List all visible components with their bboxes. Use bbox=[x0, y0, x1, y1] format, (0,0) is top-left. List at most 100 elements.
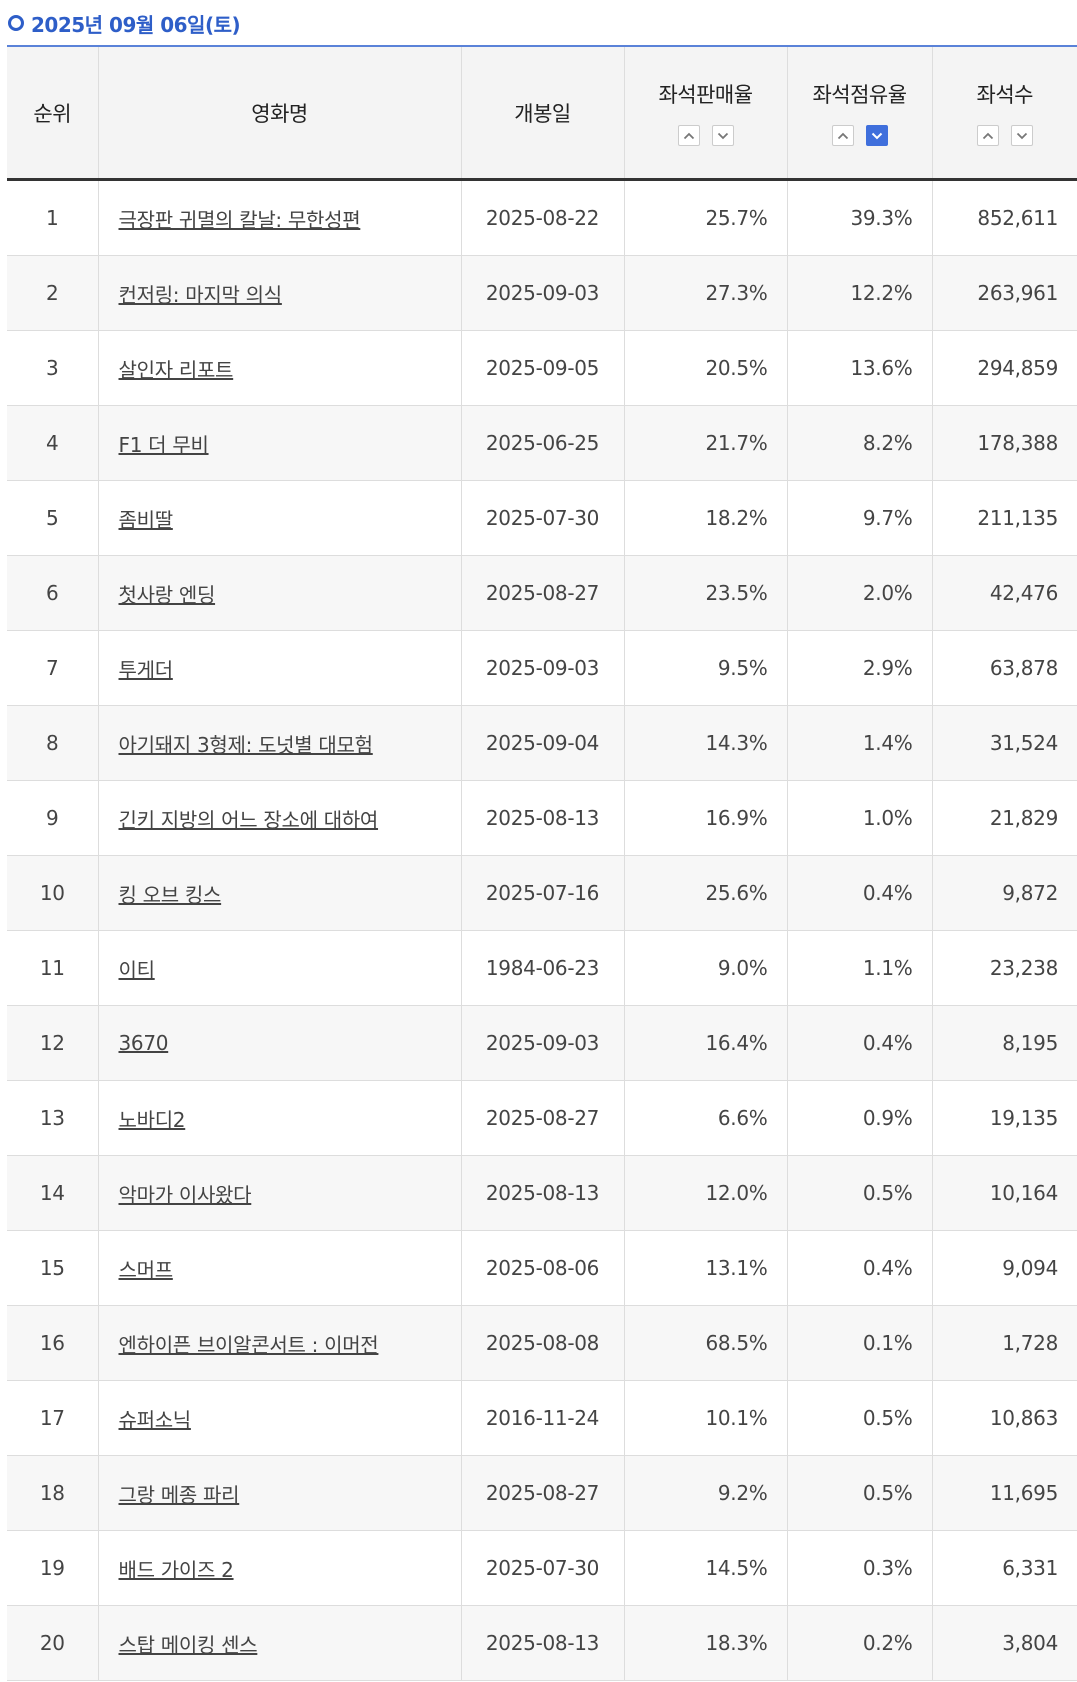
title-cell: 배드 가이즈 2 bbox=[98, 1530, 462, 1606]
movie-title-link[interactable]: 그랑 메종 파리 bbox=[118, 1482, 240, 1507]
sort-asc-button[interactable] bbox=[677, 125, 700, 146]
rank-cell: 17 bbox=[7, 1380, 99, 1456]
movie-title-link[interactable]: 첫사랑 엔딩 bbox=[118, 582, 216, 607]
rank-cell: 15 bbox=[7, 1230, 99, 1306]
rank-cell: 11 bbox=[7, 930, 99, 1006]
sales-rate-cell: 25.6% bbox=[624, 855, 788, 931]
seats-cell: 42,476 bbox=[932, 555, 1077, 631]
release-date-cell: 2025-08-22 bbox=[461, 179, 625, 256]
share-rate-cell: 13.6% bbox=[787, 330, 933, 406]
share-rate-cell: 0.5% bbox=[787, 1380, 933, 1456]
movie-title-link[interactable]: F1 더 무비 bbox=[118, 432, 209, 457]
share-rate-cell: 9.7% bbox=[787, 480, 933, 556]
seats-cell: 8,195 bbox=[932, 1005, 1077, 1081]
title-cell: F1 더 무비 bbox=[98, 405, 462, 481]
share-rate-cell: 0.4% bbox=[787, 1005, 933, 1081]
movie-title-link[interactable]: 3670 bbox=[118, 1031, 169, 1055]
seats-cell: 852,611 bbox=[932, 179, 1077, 256]
sales-rate-cell: 27.3% bbox=[624, 255, 788, 331]
share-rate-cell: 2.9% bbox=[787, 630, 933, 706]
sales-rate-cell: 13.1% bbox=[624, 1230, 788, 1306]
sales-rate-cell: 12.0% bbox=[624, 1155, 788, 1231]
release-date-cell: 2025-09-03 bbox=[461, 255, 625, 331]
share-rate-cell: 1.1% bbox=[787, 930, 933, 1006]
table-row: 17 슈퍼소닉 2016-11-24 10.1% 0.5% 10,863 bbox=[7, 1380, 1077, 1456]
chevron-down-icon bbox=[871, 132, 882, 139]
movie-title-link[interactable]: 컨저링: 마지막 의식 bbox=[118, 282, 283, 307]
seats-cell: 211,135 bbox=[932, 480, 1077, 556]
release-date-cell: 2025-08-27 bbox=[461, 1080, 625, 1156]
sales-rate-cell: 18.2% bbox=[624, 480, 788, 556]
movie-title-link[interactable]: 살인자 리포트 bbox=[118, 357, 234, 382]
table-row: 19 배드 가이즈 2 2025-07-30 14.5% 0.3% 6,331 bbox=[7, 1530, 1077, 1606]
rank-cell: 6 bbox=[7, 555, 99, 631]
movie-title-link[interactable]: 슈퍼소닉 bbox=[118, 1407, 192, 1432]
sales-rate-cell: 6.6% bbox=[624, 1080, 788, 1156]
seats-cell: 1,728 bbox=[932, 1305, 1077, 1381]
rank-cell: 18 bbox=[7, 1455, 99, 1531]
title-cell: 킹 오브 킹스 bbox=[98, 855, 462, 931]
movie-title-link[interactable]: 엔하이픈 브이알콘서트 : 이머전 bbox=[118, 1332, 379, 1357]
title-cell: 투게더 bbox=[98, 630, 462, 706]
table-row: 15 스머프 2025-08-06 13.1% 0.4% 9,094 bbox=[7, 1230, 1077, 1306]
movie-title-link[interactable]: 배드 가이즈 2 bbox=[118, 1557, 234, 1582]
movie-title-link[interactable]: 극장판 귀멸의 칼날: 무한성편 bbox=[118, 207, 361, 232]
movie-title-link[interactable]: 스탑 메이킹 센스 bbox=[118, 1632, 258, 1657]
column-header-rank: 순위 bbox=[7, 47, 99, 181]
title-cell: 스탑 메이킹 센스 bbox=[98, 1605, 462, 1681]
share-rate-cell: 0.5% bbox=[787, 1155, 933, 1231]
release-date-cell: 2025-07-16 bbox=[461, 855, 625, 931]
seats-cell: 178,388 bbox=[932, 405, 1077, 481]
seats-cell: 23,238 bbox=[932, 930, 1077, 1006]
chevron-up-icon bbox=[982, 132, 993, 139]
box-office-table: 순위 영화명 개봉일 좌석판매율 좌석점유율 bbox=[7, 47, 1077, 1681]
share-rate-cell: 0.2% bbox=[787, 1605, 933, 1681]
rank-cell: 16 bbox=[7, 1305, 99, 1381]
release-date-cell: 2025-06-25 bbox=[461, 405, 625, 481]
sort-desc-button-active[interactable] bbox=[865, 125, 888, 146]
movie-title-link[interactable]: 이티 bbox=[118, 957, 156, 982]
column-header-release: 개봉일 bbox=[461, 47, 625, 181]
movie-title-link[interactable]: 긴키 지방의 어느 장소에 대하여 bbox=[118, 807, 379, 832]
title-cell: 아기돼지 3형제: 도넛별 대모험 bbox=[98, 705, 462, 781]
sales-rate-cell: 16.9% bbox=[624, 780, 788, 856]
table-row: 2 컨저링: 마지막 의식 2025-09-03 27.3% 12.2% 263,961 bbox=[7, 255, 1077, 331]
share-rate-cell: 2.0% bbox=[787, 555, 933, 631]
table-row: 4 F1 더 무비 2025-06-25 21.7% 8.2% 178,388 bbox=[7, 405, 1077, 481]
table-row: 3 살인자 리포트 2025-09-05 20.5% 13.6% 294,859 bbox=[7, 330, 1077, 406]
table-row: 11 이티 1984-06-23 9.0% 1.1% 23,238 bbox=[7, 930, 1077, 1006]
title-cell: 슈퍼소닉 bbox=[98, 1380, 462, 1456]
rank-cell: 8 bbox=[7, 705, 99, 781]
release-date-cell: 2025-08-27 bbox=[461, 555, 625, 631]
header-divider bbox=[7, 45, 1077, 47]
release-date-cell: 2025-08-06 bbox=[461, 1230, 625, 1306]
sort-desc-button[interactable] bbox=[711, 125, 734, 146]
sort-asc-button[interactable] bbox=[831, 125, 854, 146]
title-cell: 악마가 이사왔다 bbox=[98, 1155, 462, 1231]
release-date-cell: 2016-11-24 bbox=[461, 1380, 625, 1456]
share-rate-cell: 12.2% bbox=[787, 255, 933, 331]
table-row: 14 악마가 이사왔다 2025-08-13 12.0% 0.5% 10,164 bbox=[7, 1155, 1077, 1231]
sales-rate-cell: 68.5% bbox=[624, 1305, 788, 1381]
sort-asc-button[interactable] bbox=[976, 125, 999, 146]
rank-cell: 5 bbox=[7, 480, 99, 556]
movie-title-link[interactable]: 악마가 이사왔다 bbox=[118, 1182, 252, 1207]
movie-title-link[interactable]: 스머프 bbox=[118, 1257, 174, 1282]
movie-title-link[interactable]: 투게더 bbox=[118, 657, 174, 682]
movie-title-link[interactable]: 좀비딸 bbox=[118, 507, 174, 532]
movie-title-link[interactable]: 노바디2 bbox=[118, 1107, 186, 1132]
movie-title-link[interactable]: 킹 오브 킹스 bbox=[118, 882, 222, 907]
rank-cell: 1 bbox=[7, 179, 99, 256]
table-row: 10 킹 오브 킹스 2025-07-16 25.6% 0.4% 9,872 bbox=[7, 855, 1077, 931]
share-rate-cell: 0.1% bbox=[787, 1305, 933, 1381]
sales-rate-cell: 20.5% bbox=[624, 330, 788, 406]
seats-cell: 10,863 bbox=[932, 1380, 1077, 1456]
share-rate-cell: 8.2% bbox=[787, 405, 933, 481]
table-row: 8 아기돼지 3형제: 도넛별 대모험 2025-09-04 14.3% 1.4% 31,… bbox=[7, 705, 1077, 781]
release-date-cell: 2025-08-08 bbox=[461, 1305, 625, 1381]
sort-desc-button[interactable] bbox=[1010, 125, 1033, 146]
seats-cell: 63,878 bbox=[932, 630, 1077, 706]
movie-title-link[interactable]: 아기돼지 3형제: 도넛별 대모험 bbox=[118, 732, 374, 757]
title-cell: 극장판 귀멸의 칼날: 무한성편 bbox=[98, 179, 462, 256]
seats-cell: 31,524 bbox=[932, 705, 1077, 781]
